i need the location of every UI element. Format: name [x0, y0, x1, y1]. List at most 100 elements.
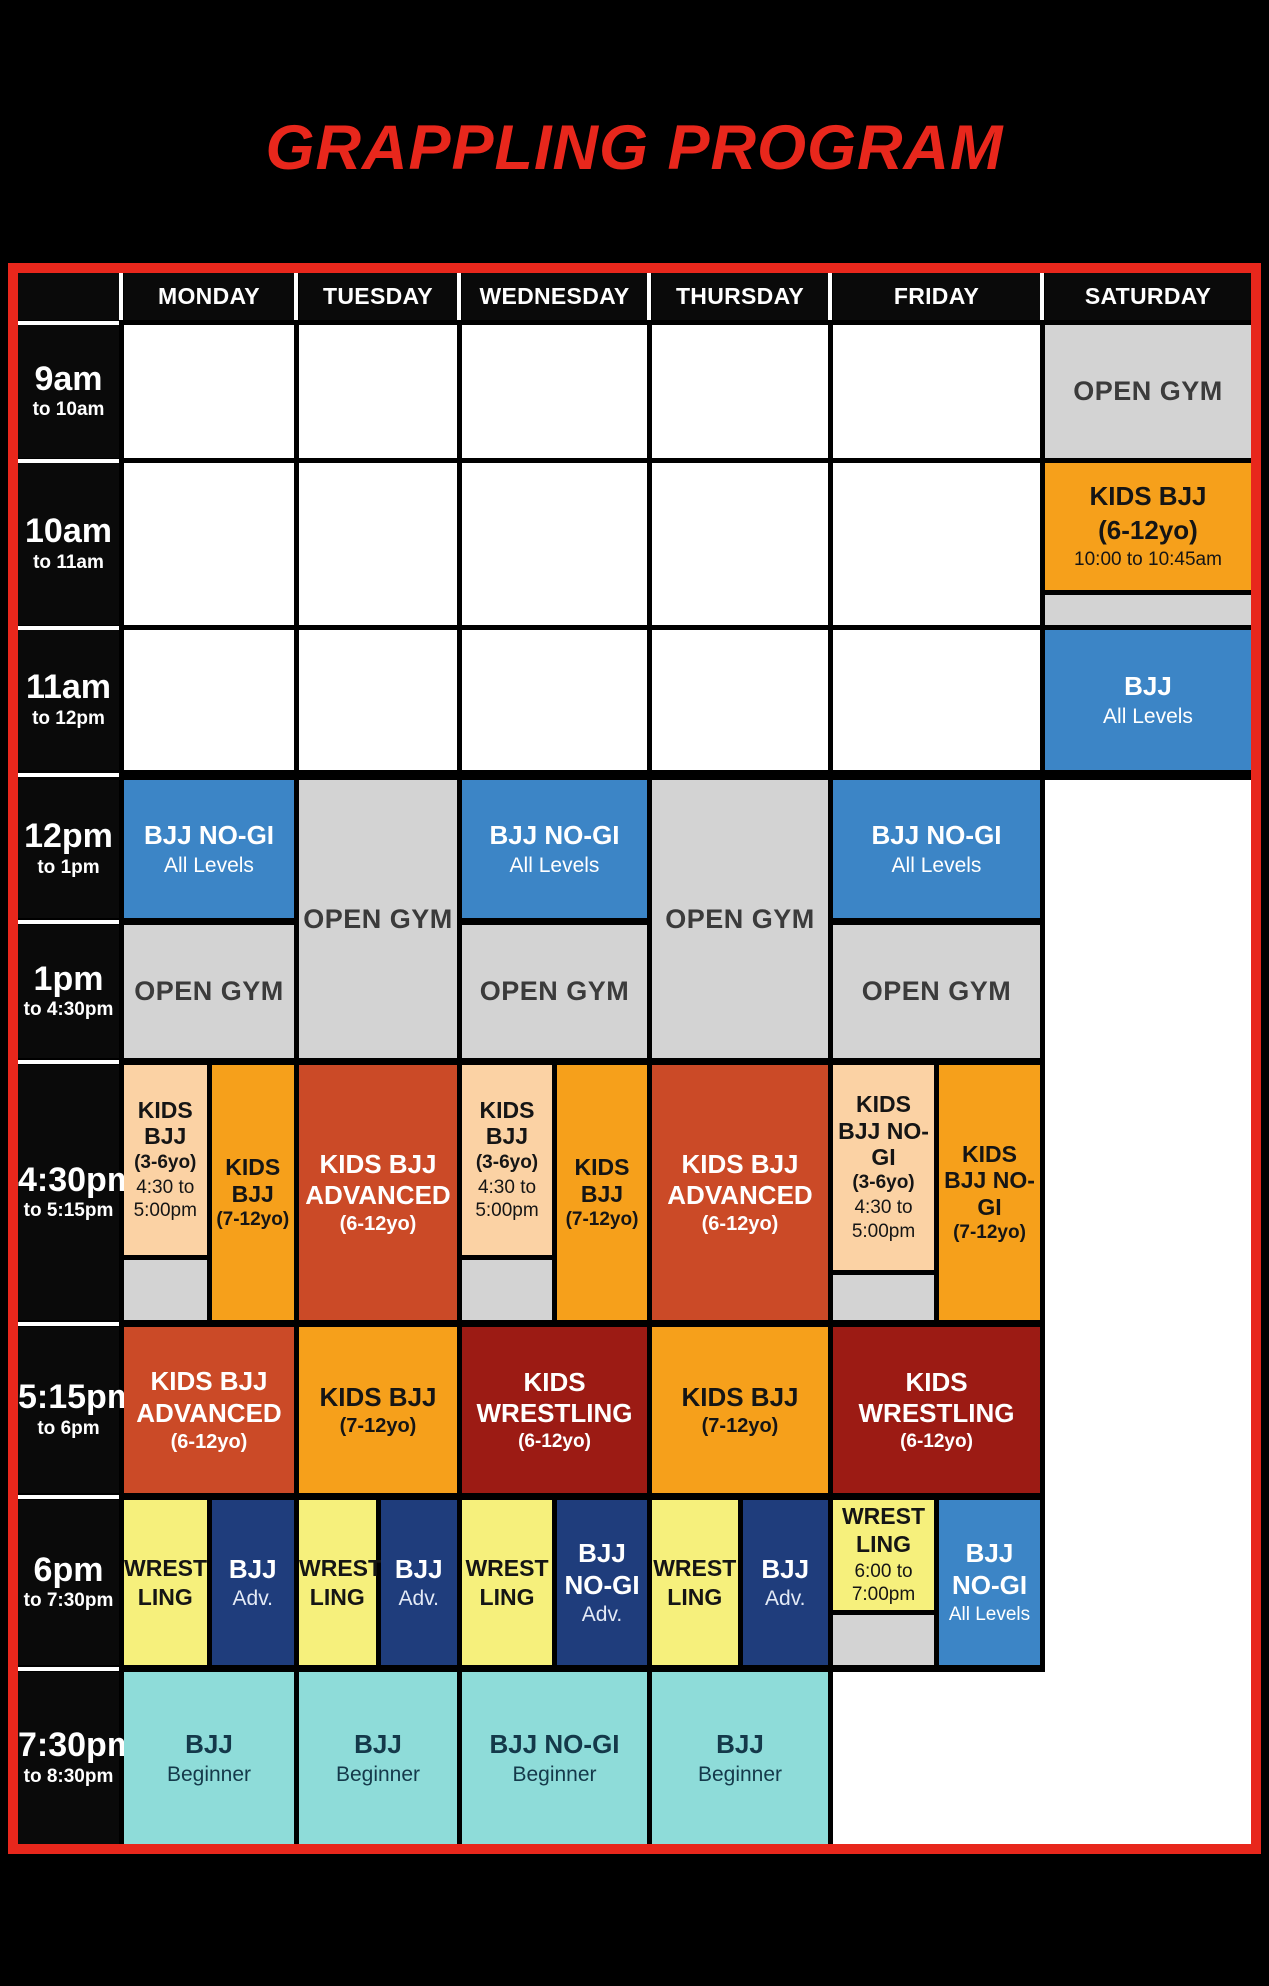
time-separator: [18, 459, 119, 463]
class-age: (6-12yo): [900, 1431, 973, 1453]
time-slot-9am: 9am to 10am: [18, 325, 119, 458]
class-block: WREST LING: [462, 1500, 552, 1665]
class-name: BJJ NO-GI: [489, 820, 620, 851]
time-main: 5:15pm: [18, 1378, 138, 1417]
class-name: BJJ: [716, 1729, 764, 1760]
bjj-adv-column: BJJ Adv.: [380, 1500, 457, 1665]
class-name: OPEN GYM: [1073, 376, 1223, 406]
class-name: KIDS BJJ: [681, 1381, 799, 1412]
class-age: (6-12yo): [339, 1213, 417, 1236]
empty-slot-monday-9am: [124, 325, 294, 458]
class-block: BJJ Adv.: [742, 1500, 828, 1665]
time-slot-6pm: 6pm to 7:30pm: [18, 1500, 119, 1665]
empty-slot-thursday-11am: [652, 630, 828, 770]
time-slot-515pm: 5:15pm to 6pm: [18, 1327, 138, 1493]
class-name-line1: WREST: [653, 1555, 737, 1582]
cell-monday-1pm-open-gym: OPEN GYM: [124, 925, 294, 1058]
class-name: BJJ NO-GI: [489, 1729, 620, 1760]
class-time: 4:30 to 5:00pm: [133, 1176, 197, 1222]
header-separator: [457, 273, 461, 320]
class-age: (6-12yo): [170, 1430, 248, 1453]
kids-bjj-7-12yo-column: KIDS BJJ (7-12yo): [557, 1065, 647, 1320]
wrestling-column: WREST LING: [299, 1500, 382, 1665]
class-name: BJJ: [1124, 671, 1172, 702]
open-slot-strip: [833, 1275, 934, 1320]
class-age: (6-12yo): [518, 1431, 591, 1453]
class-block: BJJ NO-GI All Levels: [939, 1500, 1040, 1665]
class-age: (6-12yo): [1098, 514, 1198, 545]
empty-slot-wednesday-11am: [462, 630, 647, 770]
empty-slot-monday-10am: [124, 463, 294, 625]
empty-slot-tuesday-9am: [299, 325, 457, 458]
class-block: KIDS BJJ NO-GI (7-12yo): [939, 1065, 1040, 1320]
day-header-tuesday: TUESDAY: [299, 273, 457, 320]
class-level: All Levels: [948, 1603, 1031, 1625]
cell-friday-430pm-kids-nogi: KIDS BJJ NO-GI (3-6yo) 4:30 to 5:00pm KI…: [833, 1065, 1040, 1320]
time-separator: [18, 1322, 119, 1326]
open-slot-strip: [462, 1260, 552, 1320]
time-slot-11am: 11am to 12pm: [18, 630, 119, 770]
class-age: (7-12yo): [701, 1415, 779, 1438]
time-main: 4:30pm: [18, 1160, 138, 1199]
cell-tuesday-430pm-kids-bjj-advanced: KIDS BJJ ADVANCED (6-12yo): [299, 1065, 457, 1320]
kids-bjj-3-6yo-column: KIDS BJJ (3-6yo) 4:30 to 5:00pm: [124, 1065, 207, 1320]
cell-friday-6pm: WREST LING 6:00 to 7:00pm BJJ NO-GI All …: [833, 1500, 1040, 1665]
class-name: KIDS BJJ NO-GI: [944, 1140, 1035, 1220]
time-slot-12pm: 12pm to 1pm: [18, 780, 119, 918]
time-slot-730pm: 7:30pm to 8:30pm: [18, 1672, 137, 1844]
class-name: BJJ: [354, 1729, 402, 1760]
class-age: (3-6yo): [475, 1151, 539, 1173]
header-separator: [647, 273, 651, 320]
time-slot-10am: 10am to 11am: [18, 463, 119, 625]
class-block: BJJ NO-GI Adv.: [557, 1500, 647, 1665]
time-main: 11am: [25, 668, 112, 707]
cell-wednesday-730pm-bjj-nogi-beginner: BJJ NO-GI Beginner: [462, 1672, 647, 1844]
class-age: (3-6yo): [852, 1172, 915, 1194]
time-main: 10am: [25, 512, 112, 551]
bjj-adv-column: BJJ Adv.: [211, 1500, 294, 1665]
cell-wednesday-515pm-kids-wrestling: KIDS WRESTLING (6-12yo): [462, 1327, 647, 1493]
class-time: 4:30 to 5:00pm: [475, 1176, 539, 1222]
cell-thursday-730pm-bjj-beginner: BJJ Beginner: [652, 1672, 828, 1844]
time-main: 6pm: [33, 1550, 104, 1589]
cell-tuesday-515pm-kids-bjj: KIDS BJJ (7-12yo): [299, 1327, 457, 1493]
class-name: KIDS BJJ: [319, 1381, 437, 1412]
cell-thursday-6pm: WREST LING BJJ Adv.: [652, 1500, 828, 1665]
empty-slot-tuesday-10am: [299, 463, 457, 625]
kids-bjj-7-12yo-column: KIDS BJJ (7-12yo): [211, 1065, 294, 1320]
class-name: BJJ: [761, 1553, 810, 1584]
day-header-friday: FRIDAY: [833, 273, 1040, 320]
empty-slot-friday-10am: [833, 463, 1040, 625]
time-range: to 4:30pm: [23, 999, 114, 1021]
cell-thursday-430pm-kids-bjj-advanced: KIDS BJJ ADVANCED (6-12yo): [652, 1065, 828, 1320]
class-level: Beginner: [697, 1762, 783, 1786]
class-name: KIDS BJJ ADVANCED: [667, 1148, 813, 1210]
cell-saturday-10am-kids-bjj: KIDS BJJ (6-12yo) 10:00 to 10:45am: [1045, 463, 1251, 625]
empty-slot-friday-9am: [833, 325, 1040, 458]
class-age: (7-12yo): [339, 1415, 417, 1438]
class-name-line2: LING: [137, 1583, 193, 1610]
cell-saturday-11am-bjj: BJJ All Levels: [1045, 630, 1251, 770]
class-name: KIDS WRESTLING: [476, 1366, 633, 1428]
cell-tuesday-12pm-430pm-open-gym: OPEN GYM: [299, 780, 457, 1058]
empty-slot-wednesday-10am: [462, 463, 647, 625]
bjj-nogi-all-levels-column: BJJ NO-GI All Levels: [939, 1500, 1040, 1665]
empty-slot-thursday-9am: [652, 325, 828, 458]
bjj-adv-column: BJJ Adv.: [742, 1500, 828, 1665]
cell-monday-6pm: WREST LING BJJ Adv.: [124, 1500, 294, 1665]
open-slot-strip: [1045, 595, 1251, 625]
class-name-line1: WREST: [124, 1555, 208, 1582]
cell-saturday-9am-open-gym: OPEN GYM: [1045, 325, 1251, 458]
class-name-line2: LING: [856, 1531, 911, 1558]
empty-slot-tuesday-11am: [299, 630, 457, 770]
class-level: Beginner: [512, 1762, 597, 1786]
class-name: BJJ: [185, 1729, 233, 1760]
cell-thursday-515pm-kids-bjj: KIDS BJJ (7-12yo): [652, 1327, 828, 1493]
class-age: (7-12yo): [565, 1208, 639, 1230]
class-block: KIDS BJJ NO-GI (3-6yo) 4:30 to 5:00pm: [833, 1065, 934, 1270]
header-separator: [119, 273, 123, 320]
cell-wednesday-6pm: WREST LING BJJ NO-GI Adv.: [462, 1500, 647, 1665]
class-name: BJJ NO-GI: [143, 820, 275, 851]
class-level: Beginner: [166, 1762, 252, 1786]
time-main: 1pm: [33, 959, 104, 998]
